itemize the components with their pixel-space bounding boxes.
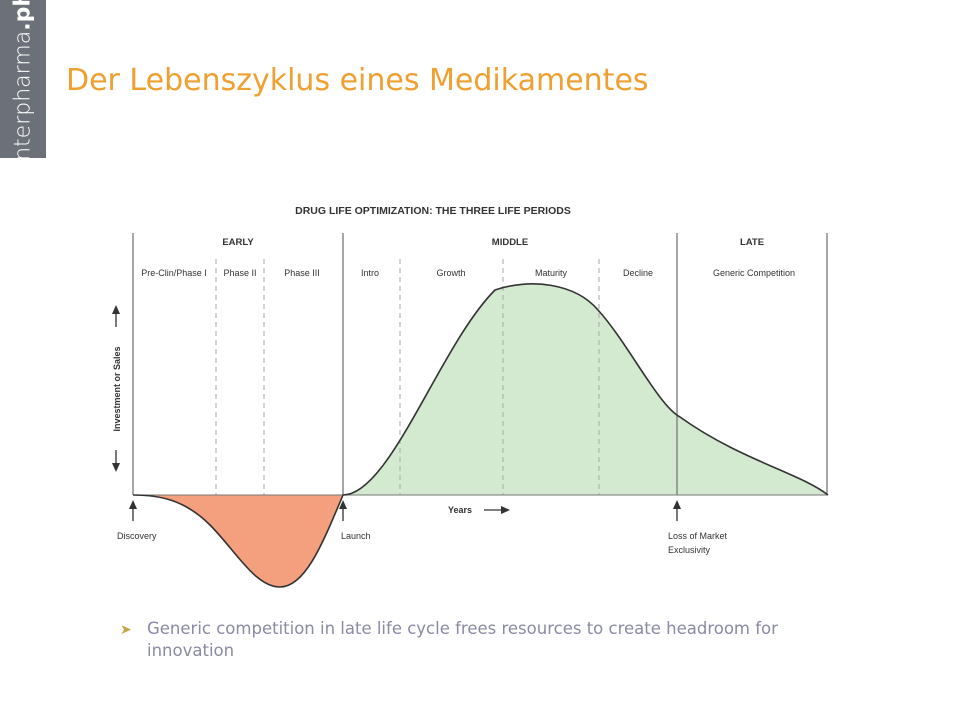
x-axis-label: Years <box>448 505 472 515</box>
bullet-text: Generic competition in late life cycle f… <box>147 619 778 660</box>
logo-text-dot: . <box>10 22 36 31</box>
period-label-early: EARLY <box>222 237 254 248</box>
phase-label: Maturity <box>535 268 568 278</box>
phase-label: Phase III <box>284 268 320 278</box>
period-label-late: LATE <box>740 237 764 248</box>
diagram-title: DRUG LIFE OPTIMIZATION: THE THREE LIFE P… <box>295 205 571 217</box>
logo-text-bold: ph <box>10 0 36 23</box>
phase-label: Decline <box>623 268 653 278</box>
period-label-middle: MIDDLE <box>492 237 528 248</box>
phase-label: Pre-Clin/Phase I <box>141 268 207 278</box>
diagram-svg: DRUG LIFE OPTIMIZATION: THE THREE LIFE P… <box>112 205 829 588</box>
phase-label: Phase II <box>223 268 256 278</box>
x-axis-arrow <box>484 506 510 514</box>
milestone-loss-line2: Exclusivity <box>668 545 711 555</box>
bullet-arrow-icon: ➤ <box>120 622 132 638</box>
phase-label: Intro <box>361 268 379 278</box>
milestone-discovery: Discovery <box>117 531 157 541</box>
milestone-launch: Launch <box>341 531 371 541</box>
phase-label: Growth <box>436 268 465 278</box>
slide-title: Der Lebenszyklus eines Medikamentes <box>66 63 649 98</box>
launch-arrow <box>339 500 347 521</box>
phase-label: Generic Competition <box>713 268 795 278</box>
milestone-loss-line1: Loss of Market <box>668 531 728 541</box>
discovery-arrow <box>129 500 137 521</box>
brand-logo: interpharma.ph <box>11 0 36 167</box>
y-axis-label: Investment or Sales <box>112 346 122 431</box>
investment-area <box>133 495 343 587</box>
drug-life-cycle-diagram: DRUG LIFE OPTIMIZATION: THE THREE LIFE P… <box>100 195 840 595</box>
logo-text-main: interpharma <box>10 30 36 168</box>
life-cycle-curve <box>132 283 829 588</box>
y-axis-arrow <box>112 305 120 472</box>
brand-logo-bar: interpharma.ph <box>0 0 46 167</box>
sales-area <box>343 283 828 495</box>
loss-of-exclusivity-arrow <box>673 500 681 521</box>
